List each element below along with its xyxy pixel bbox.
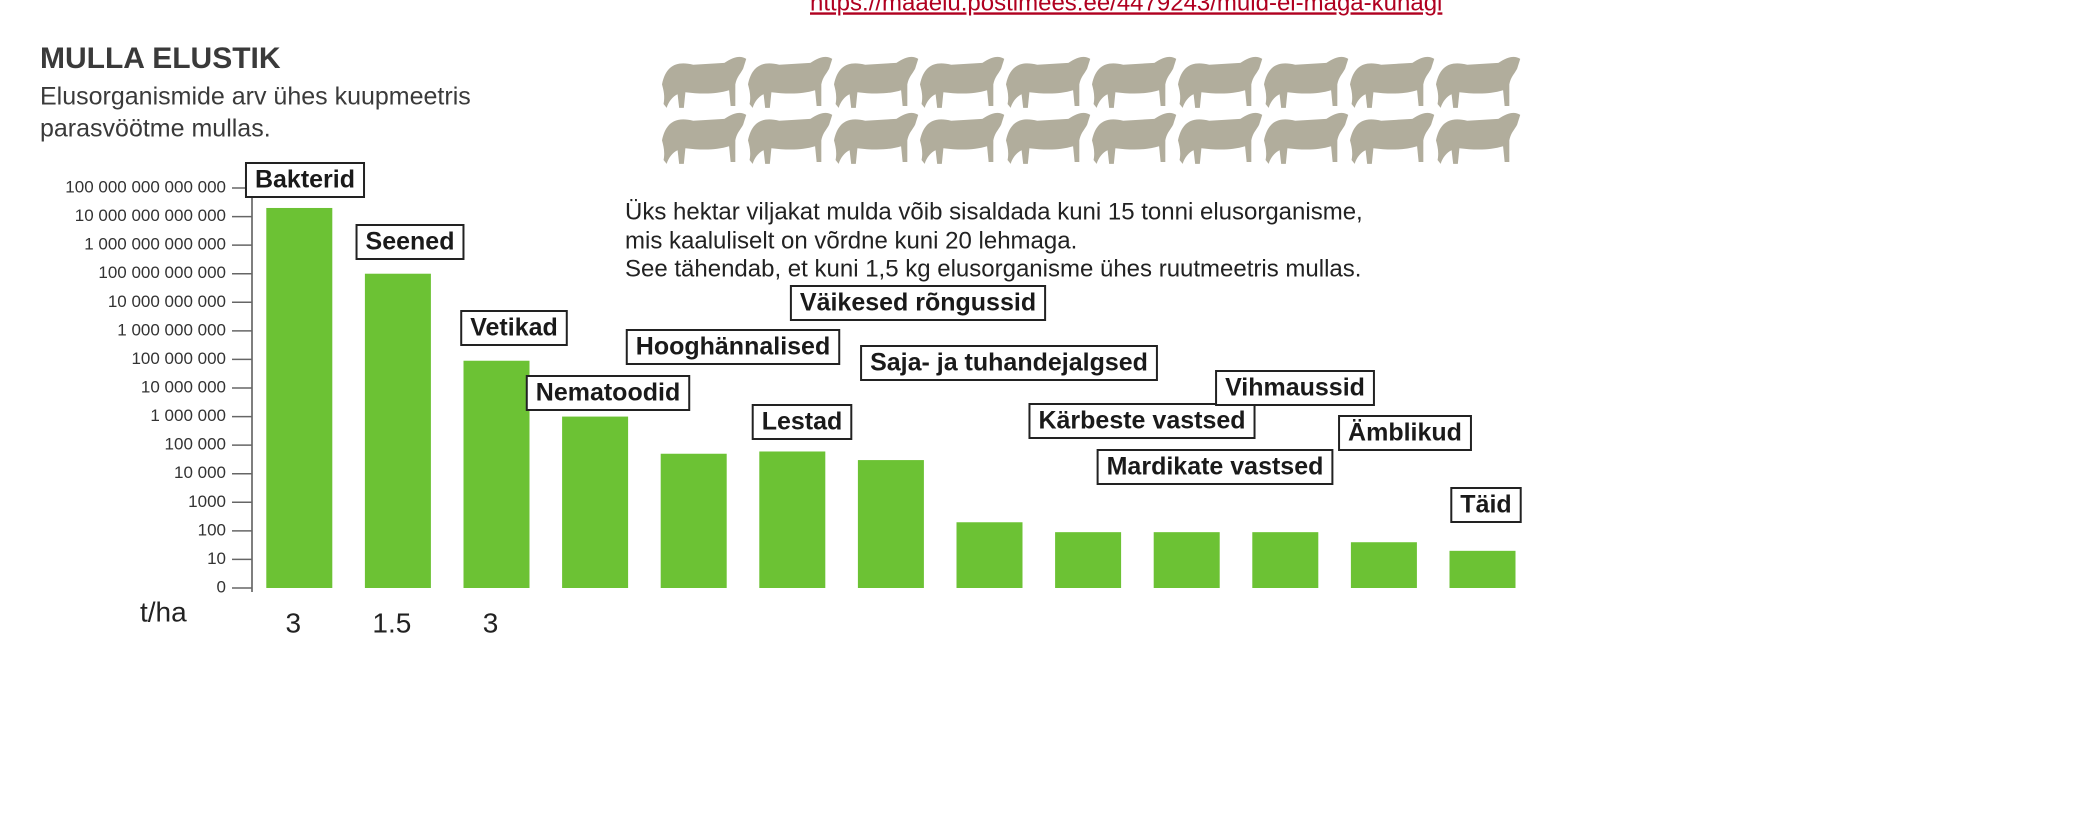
cow	[1264, 112, 1349, 164]
bar	[759, 451, 826, 588]
bar	[660, 453, 727, 588]
bar	[463, 360, 530, 588]
category-label: Nematoodid	[536, 379, 680, 407]
category-label-box	[460, 310, 568, 346]
cow	[1092, 56, 1177, 108]
cow	[1178, 112, 1263, 164]
cow	[1092, 112, 1177, 164]
category-label: Vihmaussid	[1225, 374, 1365, 402]
y-tick-label: 100 000 000 000	[98, 263, 226, 282]
category-label-box	[355, 224, 465, 260]
cow	[1350, 112, 1435, 164]
bar	[266, 207, 333, 588]
annotation: Üks hektar viljakat mulda võib sisaldada…	[625, 198, 1363, 225]
category-label-box	[1450, 487, 1522, 523]
cow	[662, 56, 747, 108]
cow	[1006, 56, 1091, 108]
category-label-box	[1215, 370, 1375, 406]
annotation: mis kaaluliselt on võrdne kuni 20 lehmag…	[625, 227, 1077, 254]
y-tick-label: 1 000 000 000	[117, 320, 226, 339]
y-tick-label: 1 000 000 000 000	[84, 235, 226, 254]
cow	[920, 56, 1005, 108]
weight-value: 3	[483, 607, 499, 638]
annotation: See tähendab, et kuni 1,5 kg elusorganis…	[625, 255, 1361, 282]
cow	[1436, 112, 1521, 164]
category-label: Hooghännalised	[636, 333, 830, 361]
bar	[956, 522, 1023, 588]
category-label: Saja- ja tuhandejalgsed	[870, 349, 1148, 377]
bar	[364, 273, 431, 588]
y-tick-label: 1 000 000	[150, 406, 226, 425]
category-label: Lestad	[762, 408, 843, 436]
category-label: Ämblikud	[1348, 419, 1462, 447]
category-label-box	[625, 329, 841, 365]
y-tick-label: 100 000 000	[131, 349, 226, 368]
category-label-box	[525, 375, 691, 411]
category-label: Kärbeste vastsed	[1038, 407, 1245, 435]
category-label: Täid	[1460, 491, 1511, 519]
bar	[1153, 532, 1220, 588]
weight-label: t/ha	[140, 596, 187, 627]
bar	[1252, 532, 1319, 588]
bar	[562, 416, 629, 588]
category-label-box	[789, 285, 1047, 321]
y-tick-label: 10 000	[174, 463, 226, 482]
cow	[834, 112, 919, 164]
category-label-box	[1338, 415, 1472, 451]
y-tick-label: 10	[207, 549, 226, 568]
bar	[857, 460, 924, 588]
y-tick-label: 10 000 000	[141, 377, 226, 396]
cow	[834, 56, 919, 108]
category-label-box	[751, 404, 853, 440]
cow	[1006, 112, 1091, 164]
bar	[1449, 550, 1516, 588]
category-label-box	[1028, 403, 1256, 439]
chart-title: MULLA ELUSTIK	[40, 42, 281, 75]
cow-illustration	[662, 56, 1521, 164]
cow	[920, 112, 1005, 164]
weight-value: 3	[286, 607, 302, 638]
chart-subtitle: parasvöötme mullas.	[40, 115, 271, 143]
cow	[1436, 56, 1521, 108]
y-tick-label: 1000	[188, 492, 226, 511]
category-label: Vetikad	[470, 314, 558, 342]
y-tick-label: 0	[217, 577, 226, 596]
y-tick-label: 100 000	[165, 435, 226, 454]
category-label: Seened	[366, 228, 455, 256]
chart-subtitle: Elusorganismide arv ühes kuupmeetris	[40, 83, 471, 111]
category-label: Väikesed rõngussid	[800, 289, 1036, 317]
y-tick-label: 100 000 000 000 000	[65, 177, 226, 196]
cow	[748, 112, 833, 164]
y-tick-label: 10 000 000 000 000	[75, 206, 226, 225]
cow	[1178, 56, 1263, 108]
category-label: Bakterid	[255, 166, 355, 194]
y-tick-label: 100	[198, 520, 226, 539]
cow	[1350, 56, 1435, 108]
cow	[662, 112, 747, 164]
cow	[748, 56, 833, 108]
category-label-box	[1096, 449, 1334, 485]
bar	[1055, 532, 1122, 588]
y-tick-label: 10 000 000 000	[108, 292, 226, 311]
source-url[interactable]: https://maaelu.postimees.ee/4479243/muld…	[810, 0, 1442, 16]
weight-value: 1.5	[372, 607, 411, 638]
category-label: Mardikate vastsed	[1107, 453, 1324, 481]
cow	[1264, 56, 1349, 108]
category-label-box	[860, 345, 1158, 381]
bar	[1350, 542, 1417, 588]
category-label-box	[244, 162, 366, 198]
